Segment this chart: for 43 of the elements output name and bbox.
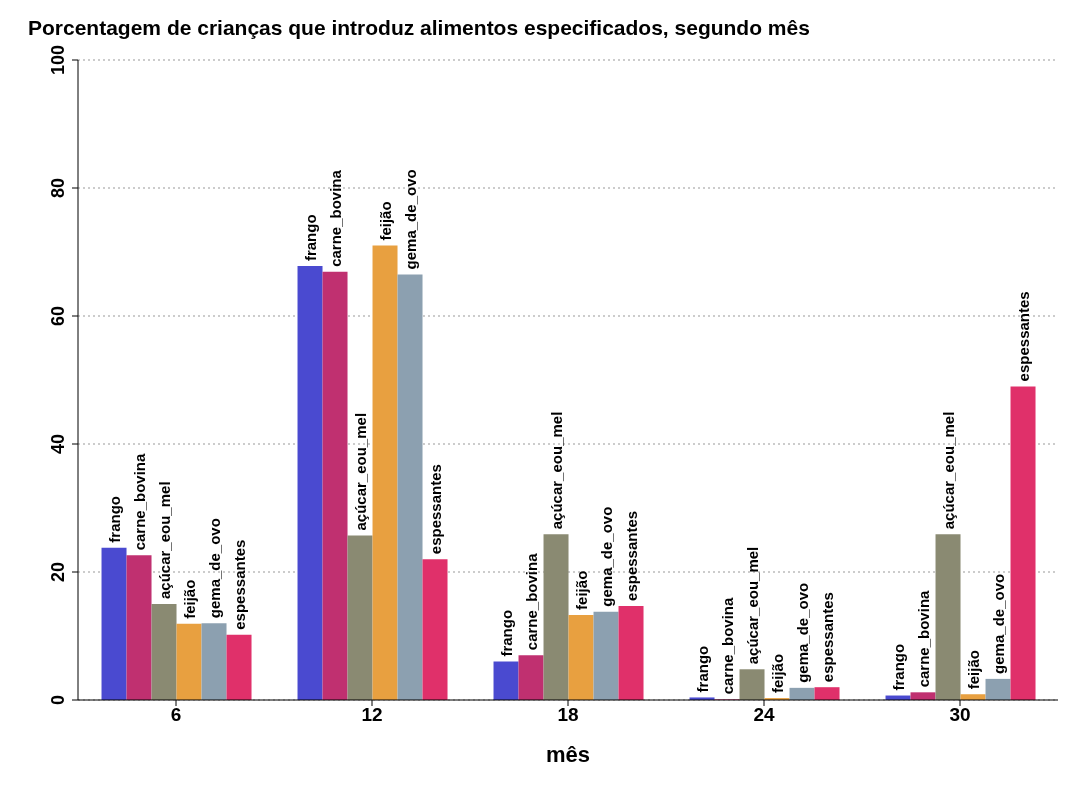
y-tick-label: 100 — [48, 44, 68, 76]
text: feijão — [964, 650, 982, 690]
text: feijão — [768, 653, 786, 694]
text: espessantes — [426, 464, 444, 555]
text: frango — [889, 643, 907, 691]
text: frango — [497, 609, 515, 657]
text: espessantes — [622, 510, 640, 601]
text: frango — [301, 214, 319, 262]
text: carne_bovina — [130, 452, 148, 551]
text: gema_de_ovo — [205, 518, 223, 619]
text: açúcar_eou_mel — [743, 546, 761, 665]
text: feijão — [376, 201, 394, 241]
y-tick-label: 20 — [48, 561, 68, 583]
text: frango — [693, 645, 711, 693]
x-tick-label: 6 — [170, 704, 182, 726]
text: espessantes — [818, 592, 836, 683]
text: carne_bovina — [326, 170, 344, 267]
y-tick-label: 40 — [48, 433, 68, 455]
text: espessantes — [230, 539, 248, 630]
text: feijão — [180, 579, 198, 619]
text: açúcar_eou_mel — [939, 411, 957, 530]
x-axis-title: mês — [545, 742, 591, 767]
text: feijão — [572, 570, 590, 610]
text: gema_de_ovo — [989, 573, 1007, 674]
x-tick-label: 30 — [949, 704, 971, 726]
text: açúcar_eou_mel — [547, 411, 565, 530]
text: frango — [105, 496, 123, 543]
chart-title: Porcentagem de crianças que introduz alimentos especificados, segundo mês — [27, 15, 811, 40]
text: espessantes — [1014, 291, 1032, 382]
text: carne_bovina — [914, 590, 932, 688]
x-tick-label: 24 — [753, 704, 775, 726]
text: açúcar_eou_mel — [155, 481, 173, 599]
x-tick-label: 12 — [361, 704, 383, 726]
x-tick-label: 18 — [557, 704, 579, 726]
text: gema_de_ovo — [793, 582, 811, 683]
y-tick-label: 80 — [48, 177, 68, 199]
y-tick-label: 0 — [48, 694, 68, 706]
text: gema_de_ovo — [597, 506, 615, 607]
text: carne_bovina — [522, 553, 540, 651]
y-tick-label: 60 — [48, 305, 68, 327]
text: gema_de_ovo — [401, 169, 419, 270]
text: açúcar_eou_mel — [351, 412, 369, 531]
text: carne_bovina — [718, 597, 736, 695]
